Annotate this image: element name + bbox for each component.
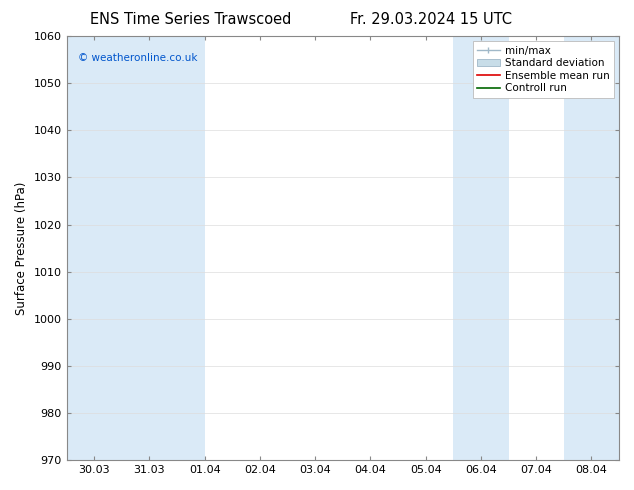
- Text: ENS Time Series Trawscoed: ENS Time Series Trawscoed: [89, 12, 291, 27]
- Y-axis label: Surface Pressure (hPa): Surface Pressure (hPa): [15, 181, 28, 315]
- Bar: [564, 36, 619, 460]
- Text: © weatheronline.co.uk: © weatheronline.co.uk: [77, 53, 197, 63]
- Bar: [67, 36, 205, 460]
- Text: Fr. 29.03.2024 15 UTC: Fr. 29.03.2024 15 UTC: [350, 12, 512, 27]
- Bar: [453, 36, 508, 460]
- Legend: min/max, Standard deviation, Ensemble mean run, Controll run: min/max, Standard deviation, Ensemble me…: [472, 41, 614, 98]
